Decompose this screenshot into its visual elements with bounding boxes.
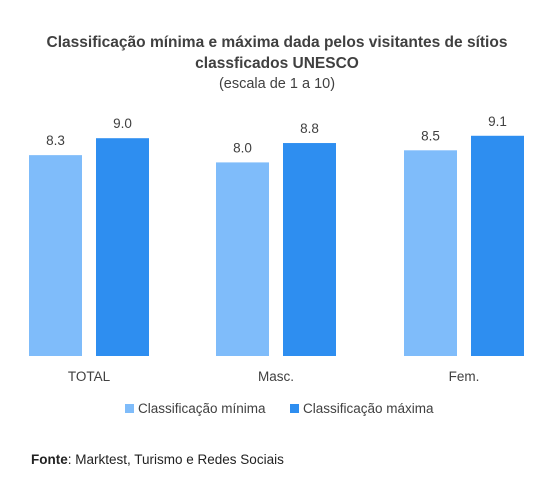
category-label-fem: Fem. — [449, 369, 480, 384]
legend: Classificação mínima Classificação máxima — [125, 401, 434, 416]
source-text: : Marktest, Turismo e Redes Sociais — [67, 452, 284, 467]
category-label-total: TOTAL — [68, 369, 111, 384]
chart-title-line-2: classficados UNESCO — [195, 55, 359, 72]
data-label-total-max: 9.0 — [113, 116, 132, 131]
bar-total-min — [29, 155, 82, 356]
bar-total-max — [96, 138, 149, 356]
legend-swatch-max — [290, 404, 299, 413]
bar-masc-max — [283, 143, 336, 356]
data-label-fem-max: 9.1 — [488, 114, 507, 129]
bars-group — [29, 135, 524, 356]
legend-swatch-min — [125, 404, 134, 413]
bar-masc-min — [216, 162, 269, 356]
source-label: Fonte — [31, 452, 68, 467]
data-label-total-min: 8.3 — [46, 133, 65, 148]
bar-fem-min — [404, 150, 457, 356]
category-label-masc: Masc. — [258, 369, 294, 384]
category-labels-group: TOTAL Masc. Fem. — [68, 369, 480, 384]
bar-fem-max — [471, 135, 524, 356]
data-labels-group: 8.3 9.0 8.0 8.8 8.5 9.1 — [46, 114, 507, 156]
source-note: Fonte: Marktest, Turismo e Redes Sociais — [31, 452, 284, 467]
legend-label-min: Classificação mínima — [138, 401, 266, 416]
data-label-masc-min: 8.0 — [233, 140, 252, 155]
chart-title-line-1: Classificação mínima e máxima dada pelos… — [47, 34, 508, 51]
data-label-fem-min: 8.5 — [421, 128, 440, 143]
legend-label-max: Classificação máxima — [303, 401, 434, 416]
data-label-masc-max: 8.8 — [300, 121, 319, 136]
chart-subtitle: (escala de 1 a 10) — [219, 76, 335, 92]
